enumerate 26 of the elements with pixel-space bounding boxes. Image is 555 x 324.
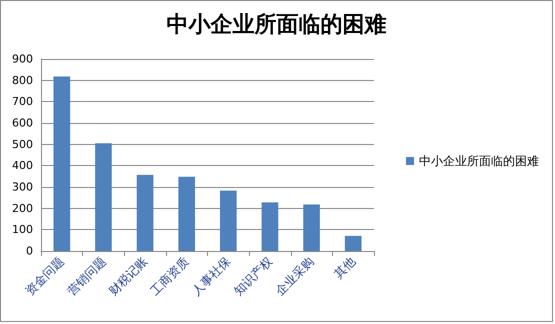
bar	[220, 190, 237, 251]
y-tick-label: 400	[12, 159, 33, 172]
chart-title: 中小企业所面临的困难	[166, 12, 386, 38]
legend-label: 中小企业所面临的困难	[419, 154, 539, 168]
y-tick-label: 500	[12, 138, 33, 151]
x-tick-label: 其他	[331, 254, 358, 281]
bar	[262, 202, 278, 251]
x-tick-label: 工商资质	[148, 254, 192, 298]
y-tick-label: 700	[12, 95, 33, 108]
y-tick-label: 900	[12, 52, 33, 66]
y-tick-label: 100	[12, 223, 33, 236]
bar	[303, 204, 320, 251]
y-tick-label: 800	[12, 74, 33, 87]
x-tick-label: 人事社保	[189, 254, 234, 298]
y-tick-label: 600	[12, 116, 33, 130]
x-tick-label: 知识产权	[231, 254, 275, 298]
x-tick-label: 企业采购	[272, 254, 317, 298]
bar	[178, 176, 196, 251]
bar	[344, 236, 362, 251]
bar	[95, 143, 112, 251]
bar	[53, 76, 70, 251]
y-tick-label: 300	[12, 180, 33, 194]
x-tick-label: 财税记账	[106, 254, 150, 298]
bar	[136, 174, 154, 251]
x-tick-label: 营销问题	[64, 254, 108, 298]
y-tick-label: 200	[12, 202, 33, 215]
